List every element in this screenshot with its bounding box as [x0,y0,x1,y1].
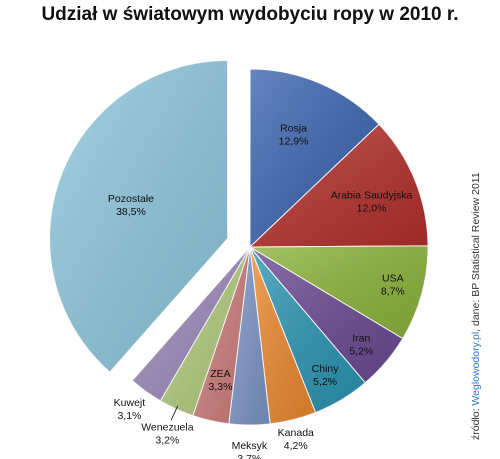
slice-name-usa: USA [382,273,404,285]
pie-labels: Rosja 12,9% Arabia Saudyjska 12,0% USA 8,7% Ir… [108,123,413,459]
slice-label-pozostale: Pozostałe 38,5% [108,193,154,218]
slice-shading-pozostale [49,60,228,373]
slice-name-zea: ZEA [210,368,230,380]
slice-pozostale [49,60,229,373]
slice-arabia-saudyjska [248,123,429,248]
slice-name-kuwejt: Kuwejt [114,397,146,409]
slice-value-meksyk: 3,7% [237,453,261,459]
slice-shading-arabia-saudyjska [250,124,428,247]
slice-name-pozostale: Pozostałe [108,193,154,205]
slice-shading-rosja [250,69,379,247]
slice-name-chiny: Chiny [312,363,340,375]
slice-label-kanada: Kanada 4,2% [278,427,314,452]
slice-value-kuwejt: 3,1% [117,410,141,422]
slice-label-chiny: Chiny 5,2% [312,363,340,388]
slice-label-meksyk: Meksyk 3,7% [232,440,268,459]
leader-line-wenezuela [170,405,179,421]
slice-value-kanada: 4,2% [284,440,308,452]
slice-label-rosja: Rosja 12,9% [279,123,309,148]
slice-name-wenezuela: Wenezuela [141,421,194,433]
source-link[interactable]: Weglowodory.pl [470,331,482,406]
slice-label-iran: Iran 5,2% [349,332,373,357]
slice-value-zea: 3,3% [208,381,232,393]
chart-title: Udział w światowym wydobyciu ropy w 2010… [41,4,459,25]
slice-shading-iran [250,247,403,383]
slice-name-iran: Iran [352,332,370,344]
slice-value-chiny: 5,2% [313,376,337,388]
slice-label-usa: USA 8,7% [381,273,405,298]
slice-shading-wenezuela [160,247,250,416]
slice-label-wenezuela: Wenezuela 3,2% [141,421,194,446]
slice-shading-meksyk [228,247,271,425]
slice-label-zea: ZEA 3,3% [208,368,232,393]
slice-shading-chiny [250,247,366,413]
slice-label-arabia-saudyjska: Arabia Saudyjska 12,0% [331,189,413,214]
source-suffix: , dane: BP Statistical Review 2011 [470,172,482,332]
slice-shading-kuwejt [132,247,250,401]
slice-value-wenezuela: 3,2% [155,434,179,446]
slice-name-meksyk: Meksyk [232,440,268,452]
slice-value-iran: 5,2% [349,345,373,357]
slice-shading-kanada [250,247,316,424]
slice-kuwejt [131,246,251,402]
slice-value-rosja: 12,9% [279,136,309,148]
source-note: źródło: Weglowodory.pl, dane: BP Statist… [470,120,486,440]
slice-value-arabia-saudyjska: 12,0% [357,202,387,214]
slice-rosja [249,68,380,249]
pie-slices [49,60,429,426]
slice-shading-zea [192,247,250,424]
slice-name-kanada: Kanada [278,427,314,439]
slice-kanada [249,246,317,425]
source-prefix: źródło: [470,405,482,440]
slice-value-pozostale: 38,5% [116,206,146,218]
slice-value-usa: 8,7% [381,286,405,298]
slice-name-arabia-saudyjska: Arabia Saudyjska [331,189,413,201]
slice-shading-usa [250,245,428,339]
slice-name-rosja: Rosja [280,123,307,135]
slice-label-kuwejt: Kuwejt 3,1% [114,397,146,422]
slice-usa [248,245,429,340]
